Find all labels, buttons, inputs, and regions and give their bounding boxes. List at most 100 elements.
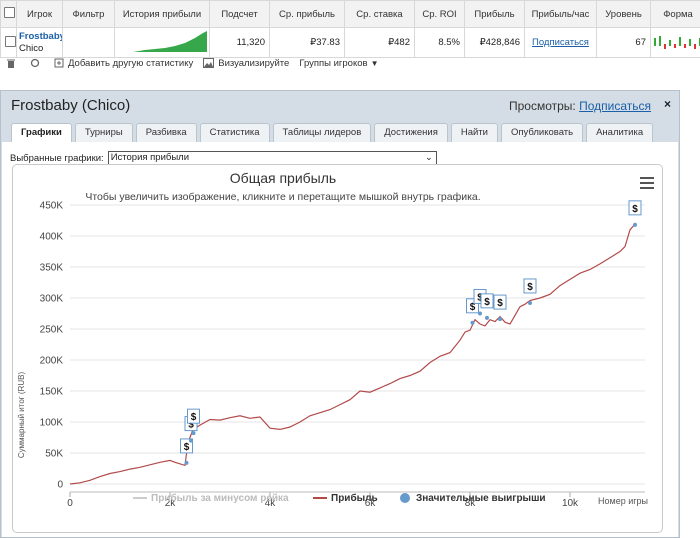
visualize-label: Визуализируйте [218, 57, 290, 69]
add-stat-button[interactable]: Добавить другую статистику [54, 58, 193, 69]
player-panel: Frostbaby (Chico) Просмотры: Подписаться… [0, 90, 680, 538]
tab-breakdown[interactable]: Разбивка [135, 123, 197, 142]
header-avg-profit[interactable]: Ср. прибыль [269, 0, 345, 28]
form-cell [650, 27, 700, 58]
big-win-flag-box [628, 200, 642, 216]
y-tick-label: 0 [57, 480, 63, 491]
header-filter[interactable]: Фильтр [62, 0, 115, 28]
chart-grid [70, 204, 645, 485]
stats-table: Игрок Фильтр История прибыли Подсчет Ср.… [0, 0, 700, 58]
profit-series-line [69, 222, 637, 485]
visualize-button[interactable]: Визуализируйте [203, 58, 289, 69]
chevron-down-icon: ⌄ [425, 152, 433, 162]
header-count[interactable]: Подсчет [209, 0, 270, 28]
big-win-flag: $ [187, 408, 200, 424]
avg-profit-cell: ₽37.83 [269, 27, 345, 58]
y-axis-label: Суммарный итог (RUB) [17, 372, 26, 459]
y-tick-label: 200K [40, 356, 64, 367]
big-win-flag-label: $ [477, 293, 483, 304]
header-profit-history[interactable]: История прибыли [114, 0, 210, 28]
filter-cell [62, 27, 115, 58]
header-avg-stake[interactable]: Ср. ставка [344, 0, 415, 28]
subscribe-link[interactable]: Подписаться [532, 37, 589, 48]
big-win-flag-label: $ [184, 442, 190, 453]
x-tick-label: 8k [465, 498, 477, 509]
legend-item-profit: Прибыль [331, 492, 378, 504]
tab-publish[interactable]: Опубликовать [500, 123, 584, 142]
chart-legend: Прибыль за минусом рейка Прибыль Значитель… [133, 492, 546, 504]
big-win-flag-label: $ [470, 302, 476, 313]
x-tick-label: 0 [67, 498, 73, 509]
profit-chart[interactable]: Общая прибыль Чтобы увеличить изображени… [12, 164, 663, 533]
big-win-flag: $ [493, 294, 507, 310]
header-level[interactable]: Уровень [596, 0, 651, 28]
tab-charts[interactable]: Графики [11, 123, 72, 143]
y-tick-label: 300K [40, 294, 64, 305]
chart-select[interactable]: История прибыли ⌄ [107, 151, 437, 165]
header-profit[interactable]: Прибыль [464, 0, 525, 28]
big-win-point [470, 320, 475, 325]
y-tick-label: 400K [40, 232, 64, 243]
big-win-flag-label: $ [191, 412, 197, 423]
tab-analytics[interactable]: Аналитика [586, 123, 654, 142]
y-tick-label: 150K [40, 387, 64, 398]
y-tick-label: 100K [40, 418, 64, 429]
row-checkbox[interactable] [5, 35, 16, 47]
count-cell: 11,320 [209, 27, 270, 58]
big-win-flag: $ [180, 438, 193, 454]
chevron-down-icon: ▼ [370, 58, 379, 68]
level-cell: 67 [596, 27, 651, 58]
header-form[interactable]: Форма [650, 0, 700, 28]
image-icon [203, 58, 215, 68]
big-win-flag-box [480, 293, 494, 309]
player-name-link[interactable]: Frostbaby [19, 30, 63, 42]
chart-title: Общая прибыль [230, 170, 336, 186]
big-win-flag-box [180, 438, 193, 454]
legend-item-rakeless: Прибыль за минусом рейка [151, 492, 289, 504]
big-win-flag: $ [480, 293, 494, 309]
chart-plot-area: $$$$$ $ $$$ [69, 200, 642, 485]
y-tick-label: 450K [40, 201, 64, 212]
header-player[interactable]: Игрок [16, 0, 63, 28]
big-win-flag-label: $ [632, 204, 638, 215]
chart-svg: Общая прибыль Чтобы увеличить изображени… [17, 170, 648, 509]
views-subscribe-link[interactable]: Подписаться [579, 99, 651, 113]
big-win-point [528, 300, 532, 305]
big-win-flag-label: $ [188, 420, 194, 431]
selected-charts-label: Выбранные графики: [10, 152, 104, 164]
table-header-row: Игрок Фильтр История прибыли Подсчет Ср.… [0, 0, 700, 28]
trash-icon[interactable] [6, 58, 20, 68]
y-tick-label: 350K [40, 263, 64, 274]
select-all-checkbox[interactable] [4, 7, 15, 18]
refresh-icon[interactable] [30, 58, 44, 68]
profit-sparkline [133, 31, 207, 52]
avg-roi-cell: 8.5% [414, 27, 465, 58]
header-avg-roi[interactable]: Ср. ROI [414, 0, 465, 28]
select-all-cell[interactable] [0, 0, 17, 28]
x-tick-label: 4k [265, 498, 277, 509]
views-label: Просмотры: [508, 99, 576, 113]
x-tick-label: 2k [165, 498, 177, 509]
tab-leaderboards[interactable]: Таблицы лидеров [272, 123, 372, 142]
views-info: Просмотры: Подписаться [509, 99, 651, 113]
big-win-point [184, 460, 189, 465]
profit-cell: ₽428,846 [464, 27, 525, 58]
tab-tournaments[interactable]: Турниры [74, 123, 133, 142]
big-win-flag-box [493, 294, 507, 310]
row-checkbox-cell[interactable] [0, 27, 17, 58]
chart-menu-icon[interactable] [640, 177, 654, 192]
close-icon[interactable]: × [663, 97, 671, 111]
big-win-flag: $ [628, 200, 642, 216]
big-win-point [633, 222, 637, 227]
legend-item-big-wins: Значительные выигрыши [416, 493, 546, 504]
profit-history-sparkline-cell [114, 27, 210, 58]
header-profit-per-hour[interactable]: Прибыль/час [524, 0, 597, 28]
add-icon [54, 58, 64, 68]
big-win-point [189, 438, 193, 443]
form-bars [654, 36, 700, 49]
tab-statistics[interactable]: Статистика [199, 123, 270, 142]
y-tick-label: 250K [40, 325, 64, 336]
tab-find[interactable]: Найти [450, 123, 498, 142]
player-groups-dropdown[interactable]: Группы игроков ▼ [299, 58, 378, 69]
tab-achievements[interactable]: Достижения [374, 123, 448, 142]
